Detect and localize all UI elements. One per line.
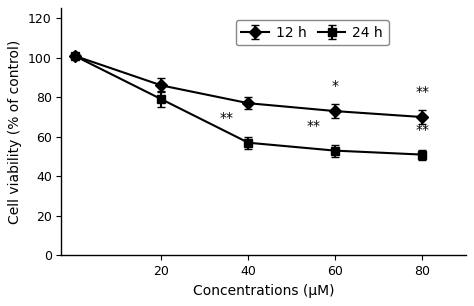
Y-axis label: Cell viability (% of control): Cell viability (% of control) [9,40,22,224]
Legend: 12 h, 24 h: 12 h, 24 h [236,20,389,45]
Text: *: * [332,79,339,93]
Text: **: ** [219,111,234,125]
Text: **: ** [415,123,429,137]
Text: **: ** [415,85,429,99]
Text: **: ** [307,119,320,133]
X-axis label: Concentrations (μM): Concentrations (μM) [193,284,334,298]
